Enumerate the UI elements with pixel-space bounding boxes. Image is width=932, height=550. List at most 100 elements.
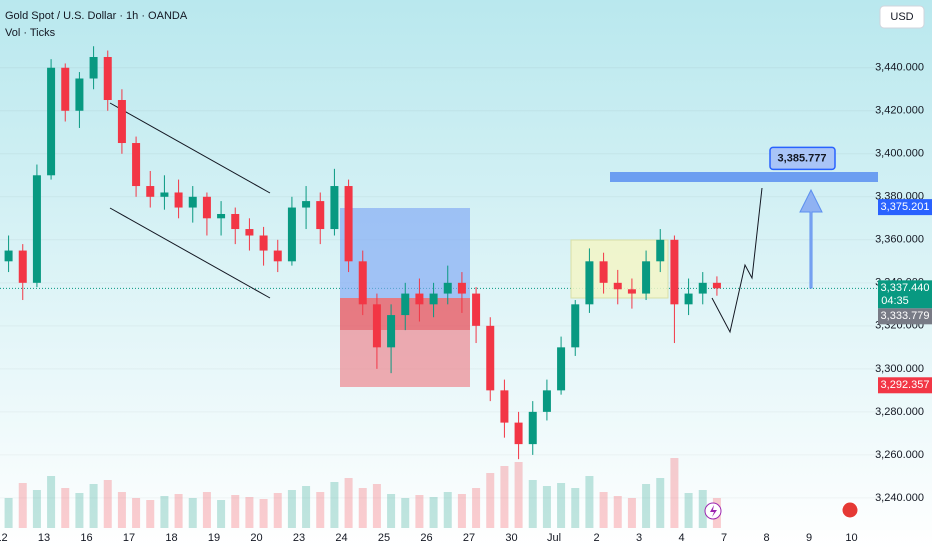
- volume-bar: [18, 483, 27, 528]
- x-tick-label: 26: [420, 532, 432, 544]
- volume-bar: [486, 473, 495, 528]
- candle-body: [457, 282, 466, 294]
- x-tick-label: 4: [678, 532, 684, 544]
- y-tick-label: 3,400.000: [875, 148, 924, 160]
- volume-bar: [571, 488, 580, 528]
- candle-body: [670, 239, 679, 305]
- candle-body: [542, 390, 551, 412]
- event-icon: [710, 505, 717, 517]
- x-tick-label: 9: [806, 532, 812, 544]
- candle-body: [387, 315, 396, 348]
- candle-body: [61, 67, 70, 111]
- flag-icon: [841, 501, 859, 519]
- volume-bar: [670, 458, 679, 528]
- price-marker: [878, 280, 932, 309]
- x-tick-label: 18: [165, 532, 177, 544]
- up-arrow: [799, 188, 823, 289]
- x-tick-label: Jul: [547, 532, 561, 544]
- x-tick-label: 25: [378, 532, 390, 544]
- volume-bar: [302, 486, 311, 528]
- candle-body: [557, 347, 566, 391]
- currency[interactable]: USD: [890, 11, 913, 23]
- candle-body: [316, 201, 325, 230]
- candle-body: [627, 289, 636, 294]
- candle-body: [160, 192, 169, 197]
- candle-body: [231, 213, 240, 230]
- volume-bar: [231, 495, 240, 528]
- volume-bar: [47, 476, 56, 528]
- target-label: 3,385.777: [778, 152, 827, 164]
- candle-body: [642, 261, 651, 294]
- price-marker: [878, 199, 932, 216]
- x-tick-label: 30: [505, 532, 517, 544]
- channel-line: [109, 102, 271, 194]
- y-tick-label: 3,420.000: [875, 105, 924, 117]
- candle-body: [528, 411, 537, 445]
- candle-body: [259, 235, 268, 251]
- volume-bar: [273, 493, 282, 528]
- candle-body: [656, 239, 665, 262]
- volume-bar: [217, 500, 226, 528]
- volume-bar: [330, 482, 339, 528]
- candle-body: [245, 229, 254, 236]
- price-marker-label: 3,337.440: [881, 282, 930, 294]
- target-zone: [610, 172, 878, 182]
- candle-body: [32, 175, 41, 283]
- candle-body: [217, 213, 226, 219]
- candle-body: [174, 192, 183, 208]
- candle-body: [443, 282, 452, 294]
- volume-bar: [202, 492, 211, 528]
- candle-body: [132, 143, 141, 187]
- volume-bar: [542, 486, 551, 528]
- subtitle: Vol · Ticks: [5, 27, 56, 39]
- candle-body: [429, 293, 438, 305]
- volume-bar: [132, 498, 141, 528]
- candle-body: [75, 78, 84, 111]
- y-tick-label: 3,260.000: [875, 449, 924, 461]
- candle-body: [613, 282, 622, 290]
- countdown: 04:35: [881, 295, 909, 307]
- candle-body: [401, 293, 410, 316]
- candle-body: [415, 293, 424, 305]
- volume-bar: [89, 484, 98, 528]
- candle-body: [4, 250, 13, 262]
- volume-bar: [174, 494, 183, 528]
- y-tick-label: 3,280.000: [875, 406, 924, 418]
- volume-bar: [443, 492, 452, 528]
- candle-body: [47, 67, 56, 176]
- x-tick-label: 20: [250, 532, 262, 544]
- volume-bar: [4, 498, 13, 528]
- price-axis: 3,240.0003,260.0003,280.0003,300.0003,32…: [0, 62, 932, 544]
- candle-body: [344, 186, 353, 262]
- volume-bar: [188, 498, 197, 528]
- candle-body: [712, 282, 721, 289]
- volume-bar: [698, 490, 707, 528]
- volume-bar: [117, 492, 126, 528]
- candle-body: [571, 304, 580, 348]
- volume-bar: [642, 484, 651, 528]
- price-marker-label: 3,333.779: [881, 310, 930, 322]
- volume-bar: [514, 462, 523, 528]
- volume-bar: [528, 480, 537, 528]
- candle-body: [117, 100, 126, 144]
- x-tick-label: 10: [845, 532, 857, 544]
- candle-body: [287, 207, 296, 262]
- candle-body: [372, 304, 381, 348]
- candle-body: [302, 201, 311, 208]
- volume-bar: [585, 476, 594, 528]
- x-tick-label: 24: [335, 532, 347, 544]
- candle-body: [146, 186, 155, 197]
- y-tick-label: 3,360.000: [875, 234, 924, 246]
- candle-body: [103, 56, 112, 101]
- currency-button[interactable]: [879, 5, 925, 29]
- y-tick-label: 3,440.000: [875, 62, 924, 74]
- candle-body: [599, 261, 608, 283]
- volume-bar: [472, 488, 481, 528]
- volume-bar: [372, 484, 381, 528]
- x-tick-label: 19: [208, 532, 220, 544]
- volume-bar: [557, 483, 566, 528]
- y-tick-label: 3,300.000: [875, 363, 924, 375]
- volume-bar: [401, 498, 410, 528]
